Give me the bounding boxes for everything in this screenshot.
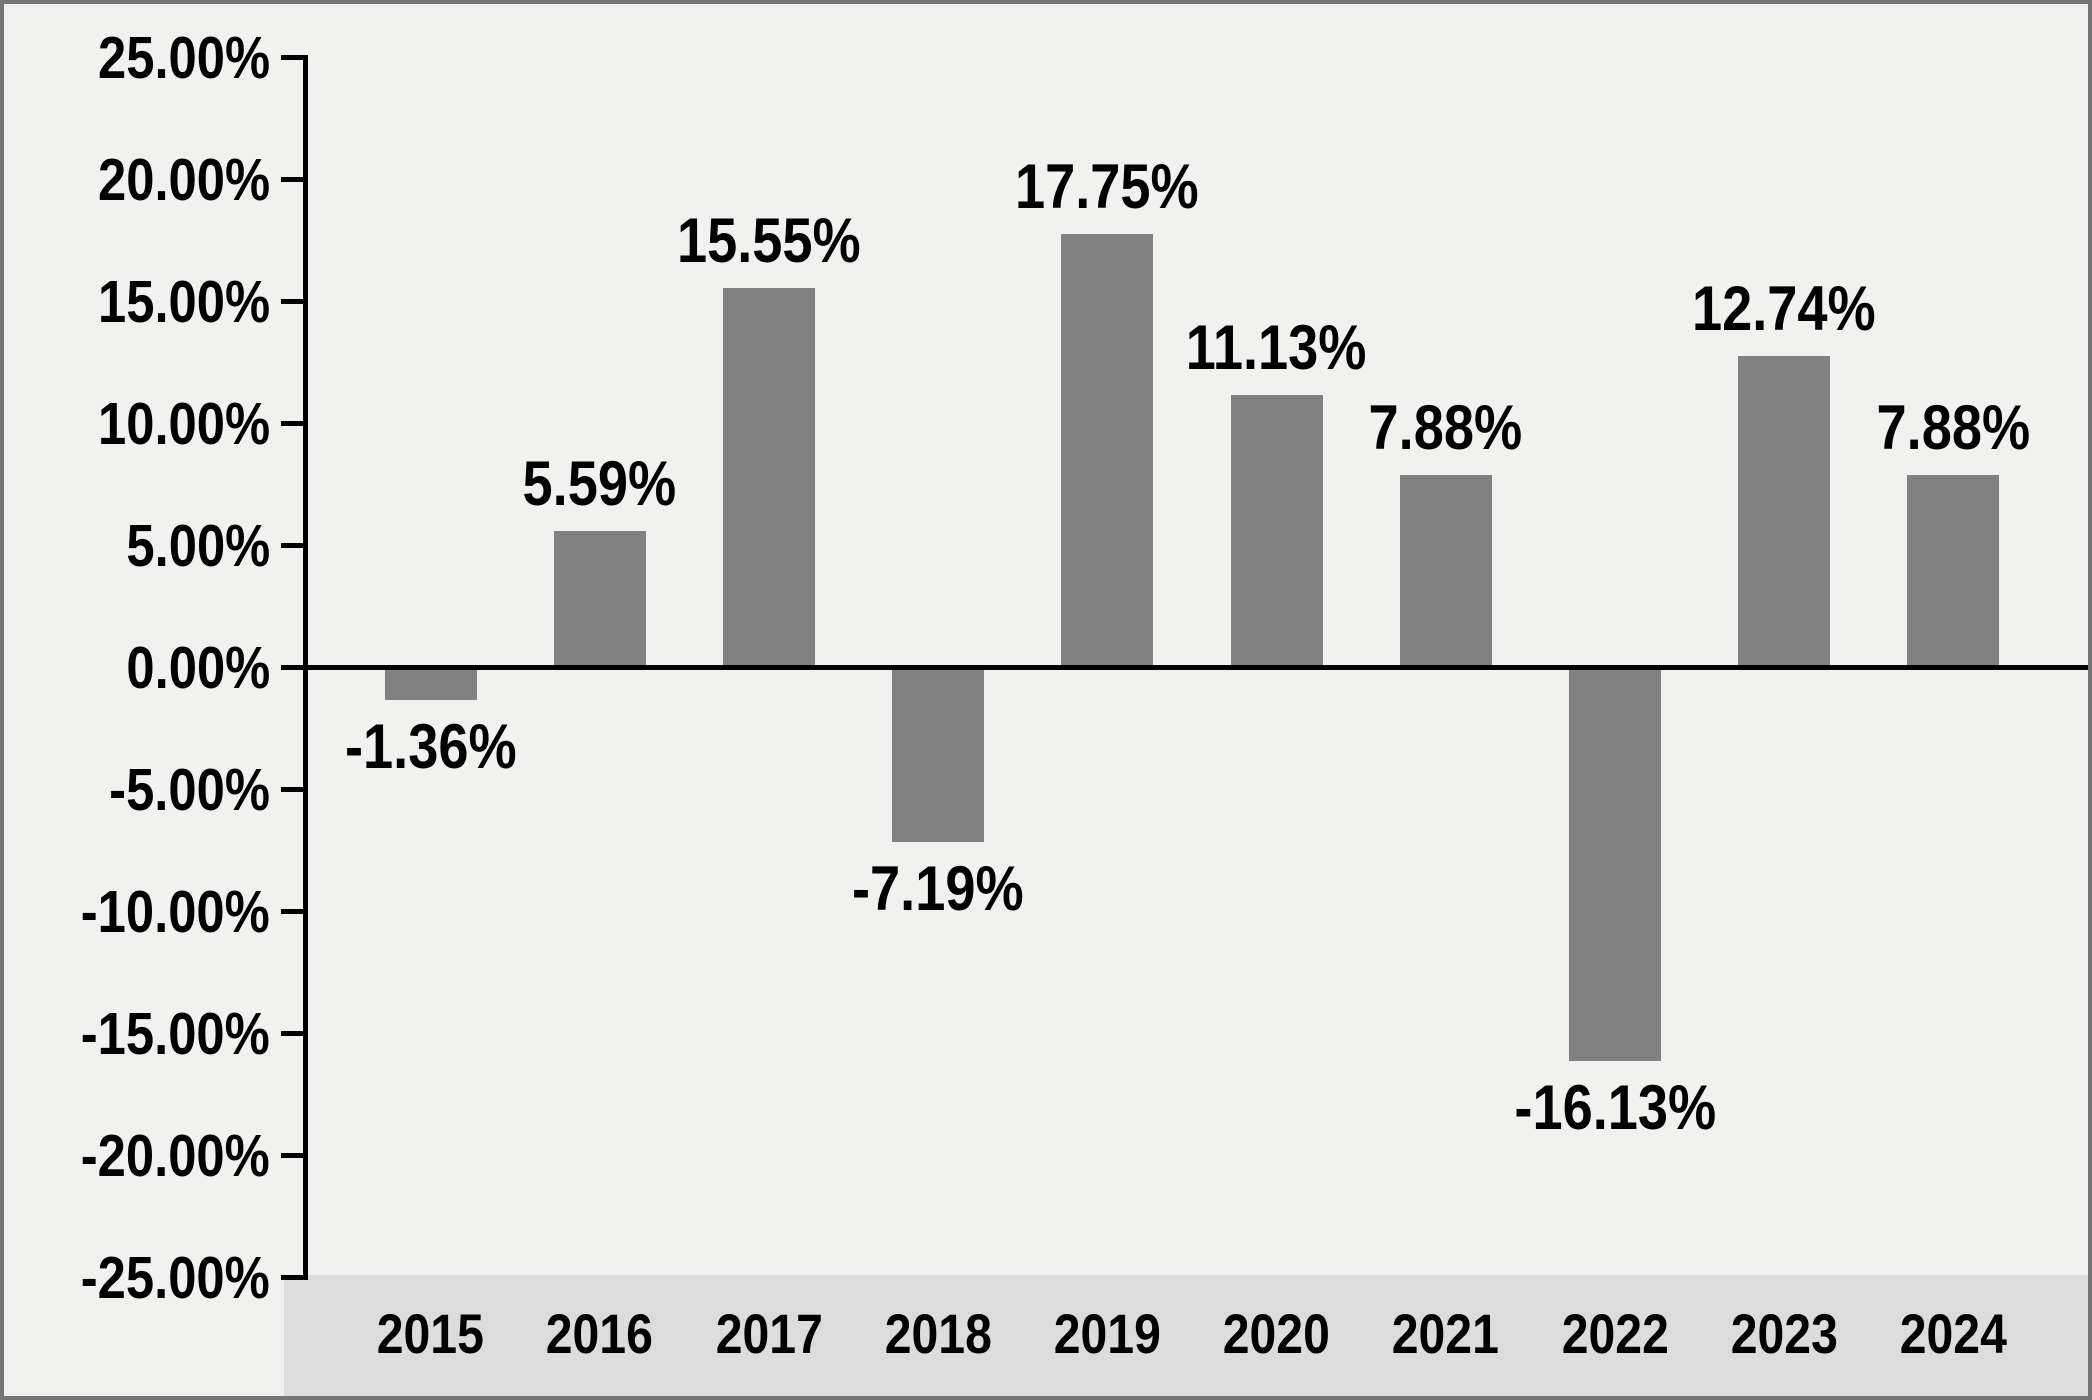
bar-value-label-text: 7.88% [1876,392,2031,463]
y-tick-mark [281,787,308,792]
y-tick-mark [281,909,308,914]
y-tick-mark [281,665,308,670]
y-tick-label: -20.00% [4,1126,270,1186]
bar-2022 [1568,665,1661,1061]
y-tick-label-text: 0.00% [126,635,270,701]
bar-2015 [384,665,477,701]
category-label-2018: 2018 [788,1304,1088,1364]
bar-value-label-text: 15.55% [677,205,861,276]
category-label-2022: 2022 [1465,1304,1765,1364]
y-tick-label-text: -15.00% [81,1001,270,1067]
category-label-2021-text: 2021 [1392,1302,1500,1365]
bar-value-label: 7.88% [1793,392,2088,463]
bar-value-label-text: 5.59% [522,448,677,519]
bar-value-label: 11.13% [1117,313,1437,384]
y-tick-mark [281,421,308,426]
x-axis-strip [284,1275,2088,1396]
y-tick-label: 15.00% [4,272,270,332]
bar-value-label: 5.59% [440,448,760,519]
bar-2019 [1061,233,1154,670]
bar-value-label-text: -7.19% [852,854,1024,925]
category-label-2017: 2017 [619,1304,919,1364]
y-tick-label-text: 5.00% [126,513,270,579]
y-tick-label-text: 10.00% [97,391,270,457]
category-label-2016: 2016 [450,1304,750,1364]
y-tick-mark [281,299,308,304]
category-label-2023: 2023 [1634,1304,1934,1364]
bar-value-label: 17.75% [947,151,1267,222]
bar-2017 [722,287,815,670]
category-label-2023-text: 2023 [1730,1302,1838,1365]
bar-2021 [1399,474,1492,670]
bar-value-label-text: 17.75% [1015,151,1200,222]
category-label-2022-text: 2022 [1561,1302,1669,1365]
y-tick-label: -15.00% [4,1004,270,1064]
y-tick-mark [281,55,308,60]
category-label-2020: 2020 [1127,1304,1427,1364]
y-tick-label-text: -20.00% [81,1123,270,1189]
bar-value-label-text: 7.88% [1368,392,1523,463]
y-tick-label-text: 15.00% [97,269,270,335]
bar-2023 [1738,356,1831,670]
y-tick-label: 20.00% [4,150,270,210]
y-tick-mark [281,543,308,548]
bar-2020 [1230,395,1323,670]
y-tick-mark [281,1153,308,1158]
bar-value-label: 12.74% [1624,274,1944,345]
y-tick-mark [281,1275,308,1280]
bar-value-label: -7.19% [778,854,1098,925]
bar-2024 [1907,474,2000,670]
category-label-2017-text: 2017 [715,1302,823,1365]
bar-value-label-text: -1.36% [344,712,517,783]
y-tick-label-text: -10.00% [81,879,270,945]
y-tick-label: 25.00% [4,28,270,88]
zero-baseline [303,665,2088,670]
bar-value-label: 15.55% [609,205,929,276]
category-label-2024-text: 2024 [1899,1302,2007,1365]
y-tick-label-text: 20.00% [97,147,270,213]
category-label-2018-text: 2018 [884,1302,992,1365]
category-label-2015: 2015 [281,1304,581,1364]
bar-2018 [892,665,985,843]
y-tick-label-text: -25.00% [81,1245,270,1311]
bar-value-label-text: -16.13% [1513,1072,1716,1143]
bar-value-label: -16.13% [1455,1072,1775,1143]
y-tick-label-text: 25.00% [97,25,270,91]
bar-value-label: -1.36% [271,712,591,783]
bar-value-label-text: 11.13% [1186,313,1367,384]
y-tick-label-text: -5.00% [109,757,270,823]
y-tick-mark [281,177,308,182]
category-label-2020-text: 2020 [1222,1302,1331,1365]
category-label-2019-text: 2019 [1053,1302,1161,1365]
bar-value-label-text: 12.74% [1692,274,1876,345]
category-label-2016-text: 2016 [546,1302,654,1365]
category-label-2015-text: 2015 [376,1302,485,1365]
y-tick-label: 10.00% [4,394,270,454]
category-label-2019: 2019 [957,1304,1257,1364]
y-tick-label: 0.00% [4,638,270,698]
category-label-2021: 2021 [1296,1304,1596,1364]
y-tick-mark [281,1031,308,1036]
y-tick-label: -5.00% [4,760,270,820]
bar-2016 [553,530,646,670]
y-tick-label: -25.00% [4,1248,270,1308]
y-tick-label: 5.00% [4,516,270,576]
category-label-2024: 2024 [1803,1302,2088,1365]
bar-value-label: 7.88% [1286,392,1606,463]
y-tick-label: -10.00% [4,882,270,942]
